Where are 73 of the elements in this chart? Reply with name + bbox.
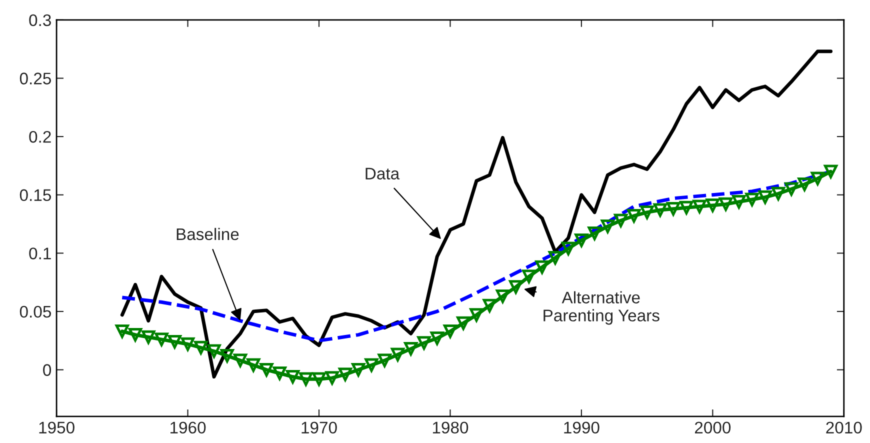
point xyxy=(692,200,706,214)
y-tick-label: 0 xyxy=(43,364,52,376)
point xyxy=(194,340,208,354)
point xyxy=(115,324,129,338)
point xyxy=(378,354,392,368)
point xyxy=(246,358,260,372)
point xyxy=(443,324,458,338)
point xyxy=(180,337,195,351)
y-tick-label: 0.3 xyxy=(29,14,51,26)
point xyxy=(574,234,588,248)
x-tick-label: 2000 xyxy=(694,422,731,434)
point xyxy=(771,186,786,200)
point xyxy=(430,331,444,346)
point xyxy=(745,192,759,206)
point xyxy=(614,214,628,228)
x-tick-label: 1950 xyxy=(39,422,74,434)
point xyxy=(509,280,523,294)
point xyxy=(680,200,694,214)
point xyxy=(417,336,431,350)
annotation: Baseline xyxy=(176,228,239,240)
point xyxy=(338,368,352,382)
y-tick-label: 0.1 xyxy=(29,248,51,260)
point xyxy=(154,332,168,346)
point xyxy=(732,195,746,209)
point xyxy=(562,242,576,256)
point xyxy=(470,308,484,322)
point xyxy=(784,182,798,196)
x-tick-label: 1980 xyxy=(432,422,468,434)
point xyxy=(666,202,680,216)
point xyxy=(325,371,339,385)
point xyxy=(286,370,300,384)
point xyxy=(548,251,562,265)
point xyxy=(404,342,418,356)
point xyxy=(352,362,366,377)
x-tick-label: 1990 xyxy=(564,422,600,434)
y-tick-label: 0.25 xyxy=(20,72,51,84)
point xyxy=(798,178,812,192)
line-series xyxy=(120,50,833,379)
point xyxy=(482,298,496,312)
point xyxy=(718,197,733,211)
point xyxy=(824,164,838,178)
point xyxy=(758,190,772,204)
point xyxy=(312,372,326,386)
point xyxy=(390,348,405,362)
annotation: Alternative Parenting Years xyxy=(544,291,660,325)
point xyxy=(496,290,510,304)
point xyxy=(588,226,602,240)
point xyxy=(207,344,221,358)
point xyxy=(220,348,234,363)
point xyxy=(168,334,182,349)
point xyxy=(233,354,248,368)
y-tick-label: 0.2 xyxy=(29,130,51,143)
y-tick-label: 0.05 xyxy=(20,306,51,318)
point xyxy=(456,316,470,330)
x-tick-label: 1970 xyxy=(302,422,337,434)
x-tick-label: 2010 xyxy=(826,422,862,434)
point xyxy=(706,198,720,212)
point xyxy=(364,358,378,372)
x-tick-label: 1960 xyxy=(170,422,206,434)
point xyxy=(600,220,614,234)
point xyxy=(272,366,286,380)
y-tick-label: 0.15 xyxy=(20,189,51,202)
point xyxy=(522,270,536,284)
point xyxy=(299,372,313,386)
annotation: Data xyxy=(366,168,400,180)
point xyxy=(627,209,641,223)
point xyxy=(260,362,274,377)
point xyxy=(142,330,156,344)
point xyxy=(128,328,142,342)
point xyxy=(653,203,667,217)
point xyxy=(640,206,654,220)
point xyxy=(810,172,824,186)
point xyxy=(535,260,549,274)
